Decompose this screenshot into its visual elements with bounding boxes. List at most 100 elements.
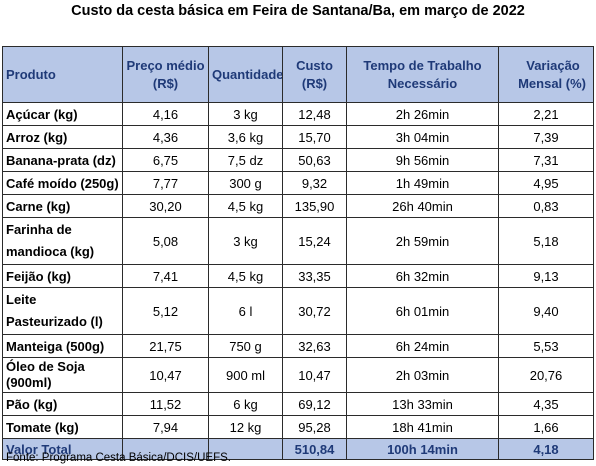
cell-custo: 33,35	[282, 264, 347, 288]
cell-quantidade: 6 l	[208, 287, 283, 335]
cell-custo: 12,48	[282, 102, 347, 126]
table-row: Manteiga (500g) 21,75 750 g 32,63 6h 24m…	[2, 334, 594, 358]
cell-preco: 21,75	[122, 334, 209, 358]
source-note: Fonte: Programa Cesta Básica/DCIS/UEFS.	[6, 452, 231, 464]
table-row: Pão (kg) 11,52 6 kg 69,12 13h 33min 4,35	[2, 392, 594, 416]
cell-tempo: 13h 33min	[346, 392, 499, 416]
cell-variacao: 9,40	[498, 287, 594, 335]
cell-preco: 7,41	[122, 264, 209, 288]
cell-tempo: 6h 32min	[346, 264, 499, 288]
cell-produto: Pão (kg)	[2, 392, 123, 416]
cell-custo: 10,47	[282, 357, 347, 393]
cell-produto: Manteiga (500g)	[2, 334, 123, 358]
header-preco-line1: Preço médio	[126, 57, 205, 73]
table-row: Farinha de mandioca (kg) 5,08 3 kg 15,24…	[2, 217, 594, 265]
table-row: Açúcar (kg) 4,16 3 kg 12,48 2h 26min 2,2…	[2, 102, 594, 126]
cell-produto: Banana-prata (dz)	[2, 148, 123, 172]
cell-variacao: 2,21	[498, 102, 594, 126]
cell-custo: 50,63	[282, 148, 347, 172]
cell-quantidade: 4,5 kg	[208, 194, 283, 218]
cell-quantidade: 12 kg	[208, 415, 283, 439]
cell-tempo: 18h 41min	[346, 415, 499, 439]
cell-variacao: 0,83	[498, 194, 594, 218]
basket-cost-table: Produto Preço médio (R$) Quantidade Cust…	[2, 46, 594, 460]
cell-produto: Carne (kg)	[2, 194, 123, 218]
cell-tempo: 2h 59min	[346, 217, 499, 265]
cell-produto: Farinha de mandioca (kg)	[2, 217, 123, 265]
header-produto-label: Produto	[6, 67, 56, 82]
cell-produto: Café moído (250g)	[2, 171, 123, 195]
cell-tempo: 1h 49min	[346, 171, 499, 195]
total-variacao: 4,18	[498, 438, 594, 460]
cell-custo: 95,28	[282, 415, 347, 439]
cell-quantidade: 300 g	[208, 171, 283, 195]
cell-quantidade: 4,5 kg	[208, 264, 283, 288]
header-custo: Custo (R$)	[282, 46, 347, 103]
cell-variacao: 9,13	[498, 264, 594, 288]
header-preco-line2: (R$)	[152, 75, 179, 91]
page-title: Custo da cesta básica em Feira de Santan…	[71, 3, 525, 19]
cell-tempo: 6h 01min	[346, 287, 499, 335]
cell-produto: Arroz (kg)	[2, 125, 123, 149]
cell-produto: Tomate (kg)	[2, 415, 123, 439]
cell-tempo: 26h 40min	[346, 194, 499, 218]
cell-custo: 9,32	[282, 171, 347, 195]
table-row: Café moído (250g) 7,77 300 g 9,32 1h 49m…	[2, 171, 594, 195]
table-row: Leite Pasteurizado (l) 5,12 6 l 30,72 6h…	[2, 287, 594, 335]
cell-tempo: 2h 03min	[346, 357, 499, 393]
header-variacao-line2: Mensal (%)	[518, 75, 586, 91]
cell-tempo: 9h 56min	[346, 148, 499, 172]
cell-preco: 10,47	[122, 357, 209, 393]
cell-tempo: 2h 26min	[346, 102, 499, 126]
table-row: Carne (kg) 30,20 4,5 kg 135,90 26h 40min…	[2, 194, 594, 218]
cell-preco: 5,12	[122, 287, 209, 335]
total-tempo: 100h 14min	[346, 438, 499, 460]
cell-variacao: 7,39	[498, 125, 594, 149]
cell-preco: 7,94	[122, 415, 209, 439]
cell-preco: 7,77	[122, 171, 209, 195]
header-tempo-line2: Necessário	[387, 75, 458, 91]
cell-quantidade: 900 ml	[208, 357, 283, 393]
total-label: Valor Total	[2, 438, 123, 460]
table-row: Banana-prata (dz) 6,75 7,5 dz 50,63 9h 5…	[2, 148, 594, 172]
table-row: Feijão (kg) 7,41 4,5 kg 33,35 6h 32min 9…	[2, 264, 594, 288]
header-produto: Produto	[2, 46, 123, 103]
header-preco: Preço médio (R$)	[122, 46, 209, 103]
cell-preco: 5,08	[122, 217, 209, 265]
cell-quantidade: 3 kg	[208, 217, 283, 265]
cell-tempo: 3h 04min	[346, 125, 499, 149]
cell-quantidade: 750 g	[208, 334, 283, 358]
cell-variacao: 4,35	[498, 392, 594, 416]
header-tempo-line1: Tempo de Trabalho	[363, 57, 482, 73]
cell-produto: Óleo de Soja (900ml)	[2, 357, 123, 393]
table-row: Tomate (kg) 7,94 12 kg 95,28 18h 41min 1…	[2, 415, 594, 439]
cell-quantidade: 6 kg	[208, 392, 283, 416]
cell-preco: 30,20	[122, 194, 209, 218]
cell-produto: Feijão (kg)	[2, 264, 123, 288]
header-quantidade-label: Quantidade	[212, 67, 283, 82]
header-variacao: Variação Mensal (%)	[498, 46, 594, 103]
total-quantidade-empty	[208, 438, 283, 460]
cell-custo: 135,90	[282, 194, 347, 218]
cell-preco: 4,36	[122, 125, 209, 149]
cell-preco: 4,16	[122, 102, 209, 126]
total-preco-empty	[122, 438, 209, 460]
cell-variacao: 4,95	[498, 171, 594, 195]
cell-preco: 6,75	[122, 148, 209, 172]
cell-custo: 15,24	[282, 217, 347, 265]
cell-quantidade: 7,5 dz	[208, 148, 283, 172]
cell-custo: 32,63	[282, 334, 347, 358]
cell-quantidade: 3,6 kg	[208, 125, 283, 149]
cell-quantidade: 3 kg	[208, 102, 283, 126]
cell-variacao: 5,53	[498, 334, 594, 358]
cell-variacao: 7,31	[498, 148, 594, 172]
cell-tempo: 6h 24min	[346, 334, 499, 358]
header-tempo: Tempo de Trabalho Necessário	[346, 46, 499, 103]
total-custo: 510,84	[282, 438, 347, 460]
table-row: Óleo de Soja (900ml) 10,47 900 ml 10,47 …	[2, 357, 594, 393]
header-variacao-line1: Variação	[526, 57, 580, 73]
cell-produto: Açúcar (kg)	[2, 102, 123, 126]
cell-custo: 15,70	[282, 125, 347, 149]
table-row: Arroz (kg) 4,36 3,6 kg 15,70 3h 04min 7,…	[2, 125, 594, 149]
total-row: Valor Total 510,84 100h 14min 4,18	[2, 438, 594, 460]
